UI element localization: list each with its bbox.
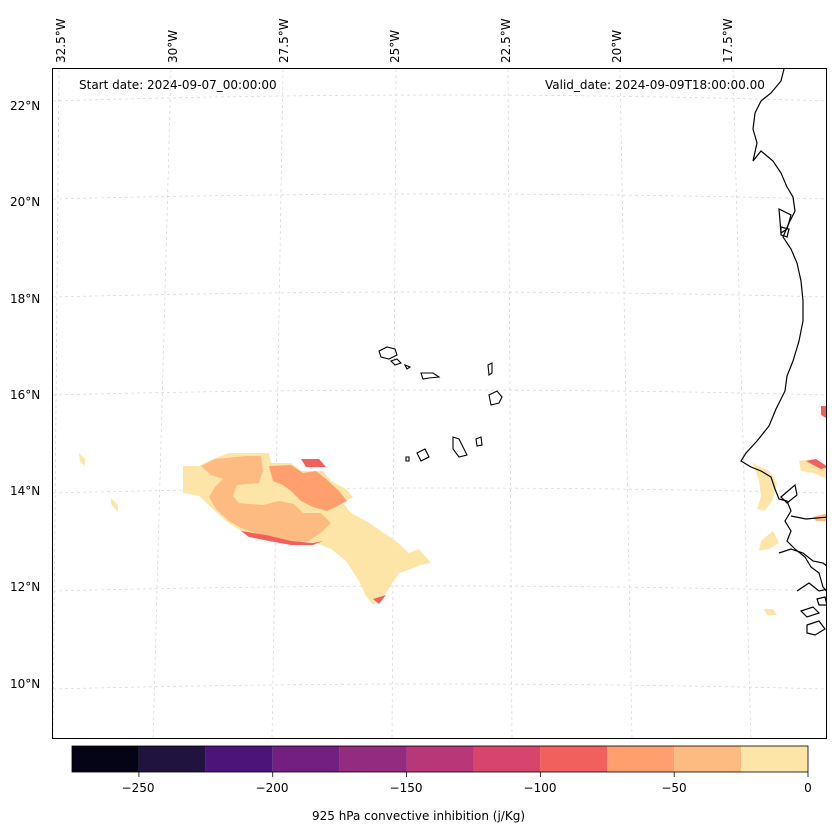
lon-label-32-5w: 32.5°W [54, 18, 68, 63]
island-santiago [452, 436, 468, 458]
island-sao-nicolau [420, 372, 441, 380]
lon-label-17-5w: 17.5°W [721, 18, 735, 63]
coast-inlet-2 [790, 515, 826, 520]
lat-label-18n: 18°N [10, 292, 41, 306]
cin-region-orange [269, 465, 347, 511]
colorbar [71, 745, 809, 777]
colorbar-tick-minus-100: −100 [523, 781, 557, 795]
colorbar-swatch [138, 746, 206, 772]
cin-coast-patch-1 [753, 463, 777, 511]
coast-island-3 [816, 596, 826, 606]
lon-label-30w: 30°W [166, 29, 180, 63]
colorbar-outline [71, 745, 809, 773]
colorbar-swatch [72, 746, 139, 772]
lon-label-27-5w: 27.5°W [277, 18, 291, 63]
colorbar-tick-minus-250: −250 [121, 781, 155, 795]
start-date-label: Start date: 2024-09-07_00:00:00 [79, 78, 277, 92]
colorbar-swatch [674, 746, 742, 772]
cin-small-patch-1 [79, 453, 85, 466]
valid-date-label: Valid_date: 2024-09-09T18:00:00.00 [545, 78, 765, 92]
coast-inlet-1 [780, 483, 798, 504]
colorbar-tick-minus-150: −150 [389, 781, 423, 795]
lat-label-12n: 12°N [10, 580, 41, 594]
island-boa-vista [488, 390, 503, 406]
colorbar-swatch [607, 746, 675, 772]
map-canvas [53, 69, 826, 738]
colorbar-swatch [473, 746, 541, 772]
island-sao-vicente [389, 358, 403, 366]
colorbar-tick-minus-50: −50 [661, 781, 687, 795]
lon-label-25w: 25°W [388, 29, 402, 63]
cin-region-light-orange [201, 456, 331, 543]
lat-label-10n: 10°N [10, 677, 41, 691]
coast-island-2 [806, 620, 826, 636]
cin-coast-patch-4 [759, 531, 779, 551]
colorbar-swatch [205, 746, 273, 772]
colorbar-swatch [272, 746, 340, 772]
lat-label-22n: 22°N [10, 99, 41, 113]
lat-label-16n: 16°N [10, 388, 41, 402]
lat-label-20n: 20°N [10, 195, 41, 209]
coast-island-1 [799, 606, 821, 618]
island-santo-antao [378, 346, 398, 360]
coast-inlet-3 [778, 548, 826, 567]
coast-inlet-4 [796, 582, 826, 592]
lon-label-22-5w: 22.5°W [499, 18, 513, 63]
lon-label-20w: 20°W [610, 29, 624, 63]
colorbar-swatch [741, 746, 808, 772]
colorbar-swatch [540, 746, 608, 772]
cape-verde-islands [378, 346, 503, 462]
map-panel [52, 68, 827, 739]
cin-coast-patch-6 [821, 406, 826, 418]
island-santa-luzia [403, 363, 412, 370]
africa-coastline [740, 69, 826, 592]
cin-field [79, 406, 826, 615]
colorbar-tick-0: 0 [804, 781, 812, 795]
island-maio [475, 436, 483, 447]
island-fogo [416, 448, 430, 462]
cin-small-patch-2 [111, 498, 118, 512]
colorbar-swatch [339, 746, 407, 772]
coast-island-5 [780, 226, 790, 238]
island-sal [487, 362, 493, 376]
colorbar-swatches [72, 746, 808, 772]
cin-coast-patch-3 [806, 459, 826, 469]
colorbar-swatch [406, 746, 474, 772]
colorbar-title: 925 hPa convective inhibition (j/Kg) [311, 809, 525, 823]
lat-label-14n: 14°N [10, 484, 41, 498]
coastlines [740, 69, 826, 636]
cin-coast-patch-5 [764, 609, 777, 615]
gridlines [53, 69, 826, 738]
colorbar-ticks [138, 772, 809, 777]
island-brava [405, 456, 410, 462]
colorbar-tick-minus-200: −200 [255, 781, 289, 795]
